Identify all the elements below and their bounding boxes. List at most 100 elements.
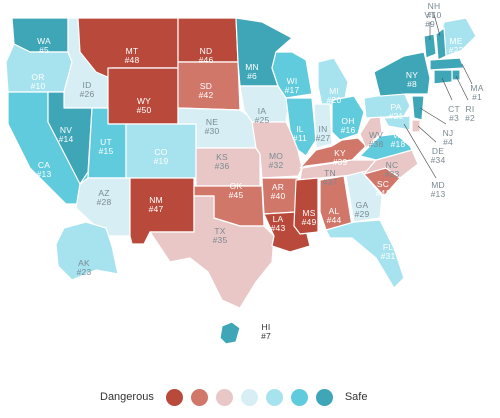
state-rank-de: #34 bbox=[431, 155, 446, 165]
state-rank-ct: #3 bbox=[449, 113, 459, 123]
legend-dangerous-label: Dangerous bbox=[100, 391, 154, 403]
state-label-la: LA bbox=[273, 214, 284, 224]
state-label-va: VA bbox=[392, 130, 403, 140]
state-label-ne: NE bbox=[206, 117, 218, 127]
state-label-mo: MO bbox=[269, 151, 283, 161]
us-states-svg: WA#5OR#10CA#13ID#26NV#14MT#48WY#50UT#15A… bbox=[5, 1, 484, 345]
state-md bbox=[383, 115, 411, 131]
state-label-ks: KS bbox=[216, 152, 228, 162]
state-rank-ri: #2 bbox=[465, 113, 475, 123]
state-label-al: AL bbox=[329, 206, 340, 216]
state-label-mt: MT bbox=[126, 46, 139, 56]
state-rank-mo: #32 bbox=[269, 160, 284, 170]
state-label-in: IN bbox=[319, 124, 328, 134]
state-rank-sd: #42 bbox=[199, 90, 214, 100]
state-label-ca: CA bbox=[38, 160, 50, 170]
state-ks bbox=[195, 147, 261, 187]
state-label-sc: SC bbox=[377, 179, 389, 189]
state-label-nj: NJ bbox=[443, 128, 454, 138]
state-rank-oh: #16 bbox=[341, 125, 356, 135]
state-de bbox=[411, 119, 421, 133]
state-rank-wa: #5 bbox=[39, 45, 49, 55]
state-nh bbox=[435, 27, 447, 61]
state-label-ia: IA bbox=[258, 106, 267, 116]
state-hi bbox=[219, 321, 241, 345]
state-label-de: DE bbox=[432, 146, 444, 156]
callout-line-nh bbox=[433, 13, 441, 37]
state-oh bbox=[331, 95, 365, 141]
state-label-il: IL bbox=[296, 124, 304, 134]
state-rank-az: #28 bbox=[97, 197, 112, 207]
state-label-nh: NH bbox=[428, 1, 441, 11]
legend-swatch-7 bbox=[315, 388, 333, 406]
state-rank-nh: #10 bbox=[427, 10, 442, 20]
legend-swatch-4 bbox=[240, 388, 258, 406]
state-rank-nc: #33 bbox=[385, 169, 400, 179]
state-label-ky: KY bbox=[334, 148, 346, 158]
state-label-or: OR bbox=[31, 72, 44, 82]
state-rank-ok: #45 bbox=[229, 190, 244, 200]
state-tx bbox=[149, 195, 275, 309]
state-vt bbox=[423, 33, 437, 59]
state-in bbox=[313, 103, 333, 149]
state-rank-nv: #14 bbox=[59, 134, 74, 144]
state-il bbox=[285, 97, 317, 157]
state-rank-ms: #49 bbox=[302, 217, 317, 227]
state-ky bbox=[299, 137, 367, 169]
state-label-ut: UT bbox=[100, 137, 112, 147]
state-label-nd: ND bbox=[200, 46, 213, 56]
state-label-ma: MA bbox=[470, 83, 483, 93]
legend-swatch-2 bbox=[190, 388, 208, 406]
legend-swatch-1 bbox=[165, 388, 183, 406]
state-label-hi: HI bbox=[262, 322, 271, 332]
state-rank-md: #13 bbox=[431, 189, 446, 199]
state-label-pa: PA bbox=[390, 102, 401, 112]
state-rank-nm: #47 bbox=[149, 204, 164, 214]
state-ak bbox=[55, 221, 119, 281]
state-label-nc: NC bbox=[386, 160, 399, 170]
state-rank-mn: #6 bbox=[247, 71, 257, 81]
state-rank-wy: #50 bbox=[137, 105, 152, 115]
state-label-fl: FL bbox=[383, 242, 393, 252]
state-label-ny: NY bbox=[406, 70, 418, 80]
state-label-vt: VT bbox=[424, 10, 435, 20]
state-label-oh: OH bbox=[341, 116, 354, 126]
state-label-wi: WI bbox=[287, 76, 298, 86]
state-rank-ca: #13 bbox=[37, 169, 52, 179]
state-fl bbox=[325, 219, 405, 289]
state-ma bbox=[429, 57, 465, 71]
state-rank-hi: #7 bbox=[261, 331, 271, 341]
state-label-me: ME bbox=[449, 36, 462, 46]
state-rank-va: #18 bbox=[391, 139, 406, 149]
state-label-nv: NV bbox=[60, 125, 72, 135]
state-rank-nd: #46 bbox=[199, 55, 214, 65]
state-rank-al: #44 bbox=[327, 215, 342, 225]
state-label-ms: MS bbox=[302, 208, 315, 218]
state-rank-tn: #37 bbox=[323, 177, 338, 187]
state-rank-ma: #1 bbox=[472, 92, 482, 102]
state-rank-vt: #9 bbox=[425, 19, 435, 29]
state-label-ok: OK bbox=[230, 181, 243, 191]
state-rank-ks: #36 bbox=[215, 161, 230, 171]
state-rank-pa: #21 bbox=[389, 111, 404, 121]
state-rank-or: #10 bbox=[31, 81, 46, 91]
state-rank-ga: #29 bbox=[355, 209, 370, 219]
callout-line-ct bbox=[441, 77, 453, 101]
state-label-az: AZ bbox=[98, 188, 109, 198]
state-label-mn: MN bbox=[245, 62, 259, 72]
state-rank-wv: #38 bbox=[369, 139, 384, 149]
callout-line-de bbox=[417, 125, 437, 143]
state-label-tx: TX bbox=[214, 226, 225, 236]
state-rank-co: #19 bbox=[154, 156, 169, 166]
state-rank-me: #22 bbox=[449, 45, 464, 55]
state-label-co: CO bbox=[154, 147, 167, 157]
state-rank-tx: #35 bbox=[213, 235, 228, 245]
state-rank-la: #43 bbox=[271, 223, 286, 233]
state-wi bbox=[271, 51, 313, 99]
callout-line-md bbox=[403, 123, 437, 179]
state-label-nm: NM bbox=[149, 195, 163, 205]
legend-safe-label: Safe bbox=[344, 391, 368, 403]
state-ga bbox=[345, 171, 383, 223]
state-va bbox=[359, 133, 413, 161]
